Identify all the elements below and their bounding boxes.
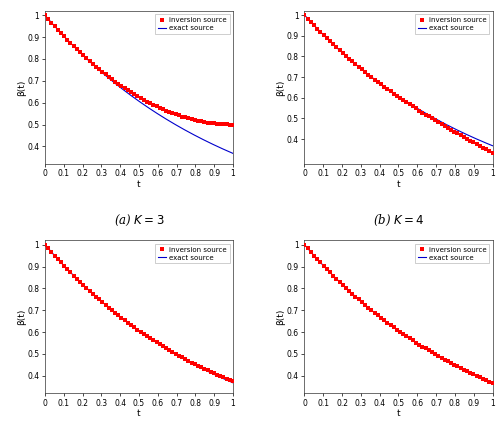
Y-axis label: β(t): β(t) [276, 79, 285, 96]
Y-axis label: β(t): β(t) [17, 79, 26, 96]
Legend: inversion source, exact source: inversion source, exact source [414, 14, 489, 34]
X-axis label: t: t [137, 180, 141, 189]
Y-axis label: β(t): β(t) [276, 309, 285, 325]
Legend: inversion source, exact source: inversion source, exact source [414, 244, 489, 264]
Legend: inversion source, exact source: inversion source, exact source [156, 14, 230, 34]
X-axis label: t: t [396, 180, 400, 189]
X-axis label: t: t [137, 409, 141, 418]
X-axis label: t: t [396, 409, 400, 418]
Y-axis label: β(t): β(t) [17, 309, 26, 325]
Text: (b) $K = 4$: (b) $K = 4$ [373, 213, 424, 228]
Legend: inversion source, exact source: inversion source, exact source [156, 244, 230, 264]
Text: (a) $K = 3$: (a) $K = 3$ [114, 213, 164, 228]
